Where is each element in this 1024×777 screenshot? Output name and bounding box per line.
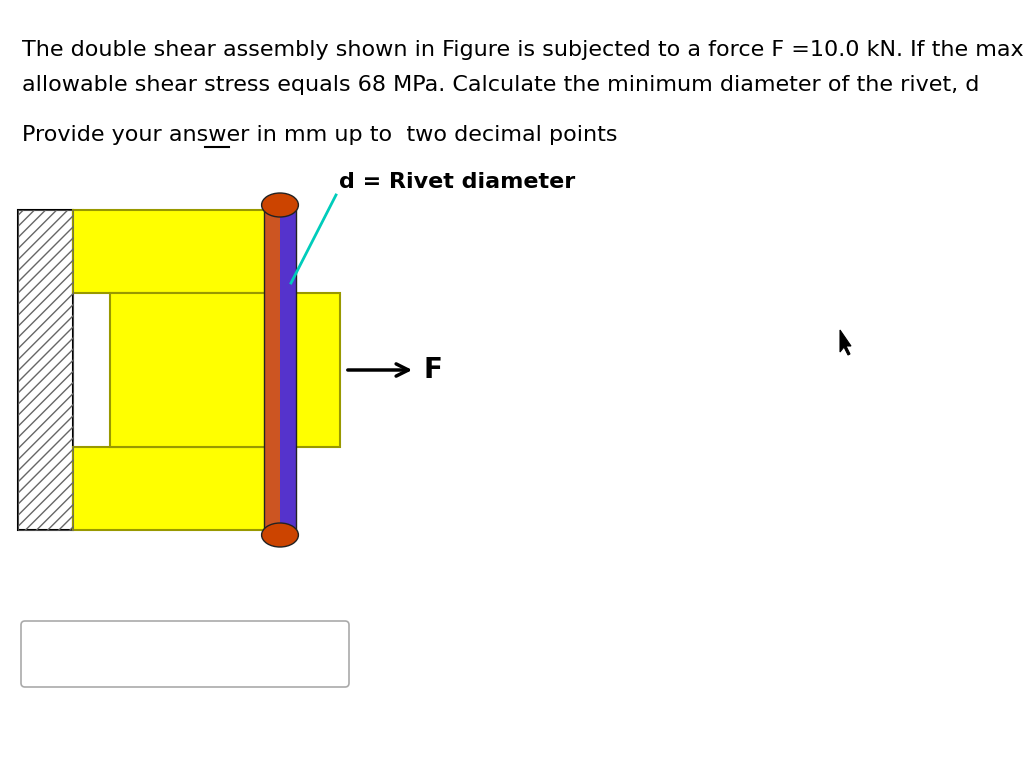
Text: The double shear assembly shown in Figure is subjected to a force F =10.0 kN. If: The double shear assembly shown in Figur… (22, 40, 1024, 60)
Polygon shape (840, 330, 851, 355)
FancyBboxPatch shape (22, 621, 349, 687)
Text: F: F (423, 356, 442, 384)
Bar (264, 205, 296, 535)
Bar (18, 210, 73, 530)
Bar (110, 293, 340, 447)
Text: Provide your answer in mm up to  two decimal points: Provide your answer in mm up to two deci… (22, 125, 617, 145)
Ellipse shape (261, 193, 298, 217)
Ellipse shape (261, 523, 298, 547)
Bar (18, 210, 73, 530)
Bar (73, 210, 283, 293)
Text: d = Rivet diameter: d = Rivet diameter (339, 172, 575, 192)
Bar (280, 205, 296, 535)
Bar (264, 205, 280, 535)
Bar (73, 447, 283, 530)
Text: allowable shear stress equals 68 MPa. Calculate the minimum diameter of the rive: allowable shear stress equals 68 MPa. Ca… (22, 75, 979, 95)
